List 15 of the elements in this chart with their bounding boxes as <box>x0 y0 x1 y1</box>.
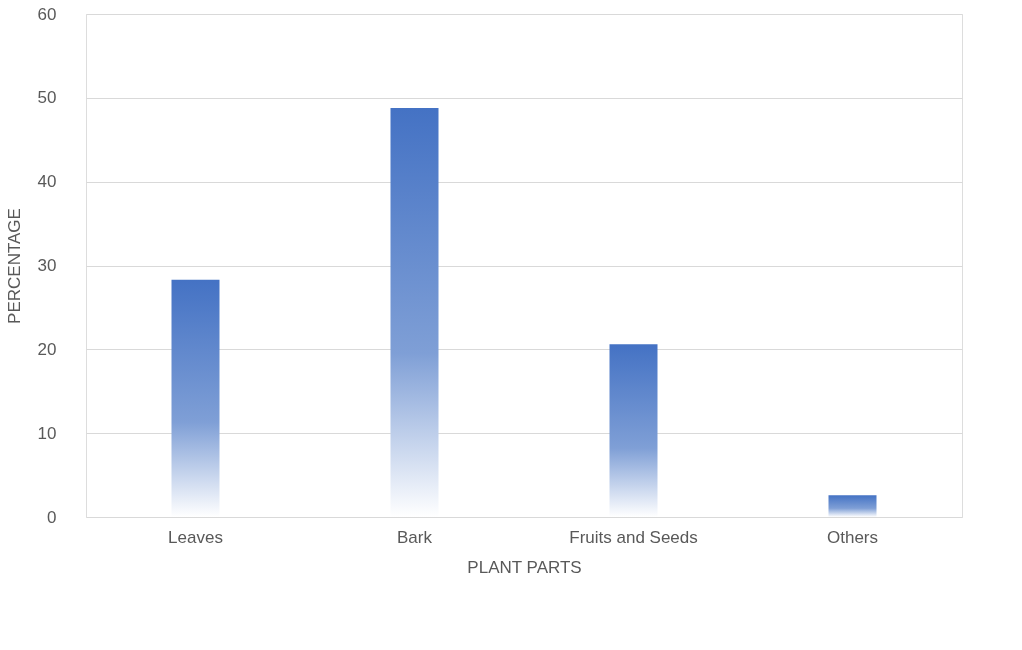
y-tick-label: 20 <box>37 339 57 359</box>
y-tick-label: 40 <box>37 172 57 192</box>
x-tick-label: Leaves <box>168 527 223 547</box>
y-tick-label: 30 <box>37 256 57 275</box>
bar <box>609 344 658 517</box>
bar <box>828 495 877 517</box>
y-tick-label: 50 <box>37 88 57 108</box>
y-tick-label: 0 <box>47 507 57 527</box>
x-tick-label: Others <box>826 527 879 547</box>
x-tick-label: Fruits and Seeds <box>569 527 698 547</box>
y-tick-label: 60 <box>37 4 57 24</box>
x-axis-title: PLANT PARTS <box>467 557 582 577</box>
y-axis-title: PERCENTAGE <box>4 208 24 324</box>
x-tick-label: Bark <box>397 527 433 547</box>
y-tick-label: 10 <box>37 423 57 443</box>
